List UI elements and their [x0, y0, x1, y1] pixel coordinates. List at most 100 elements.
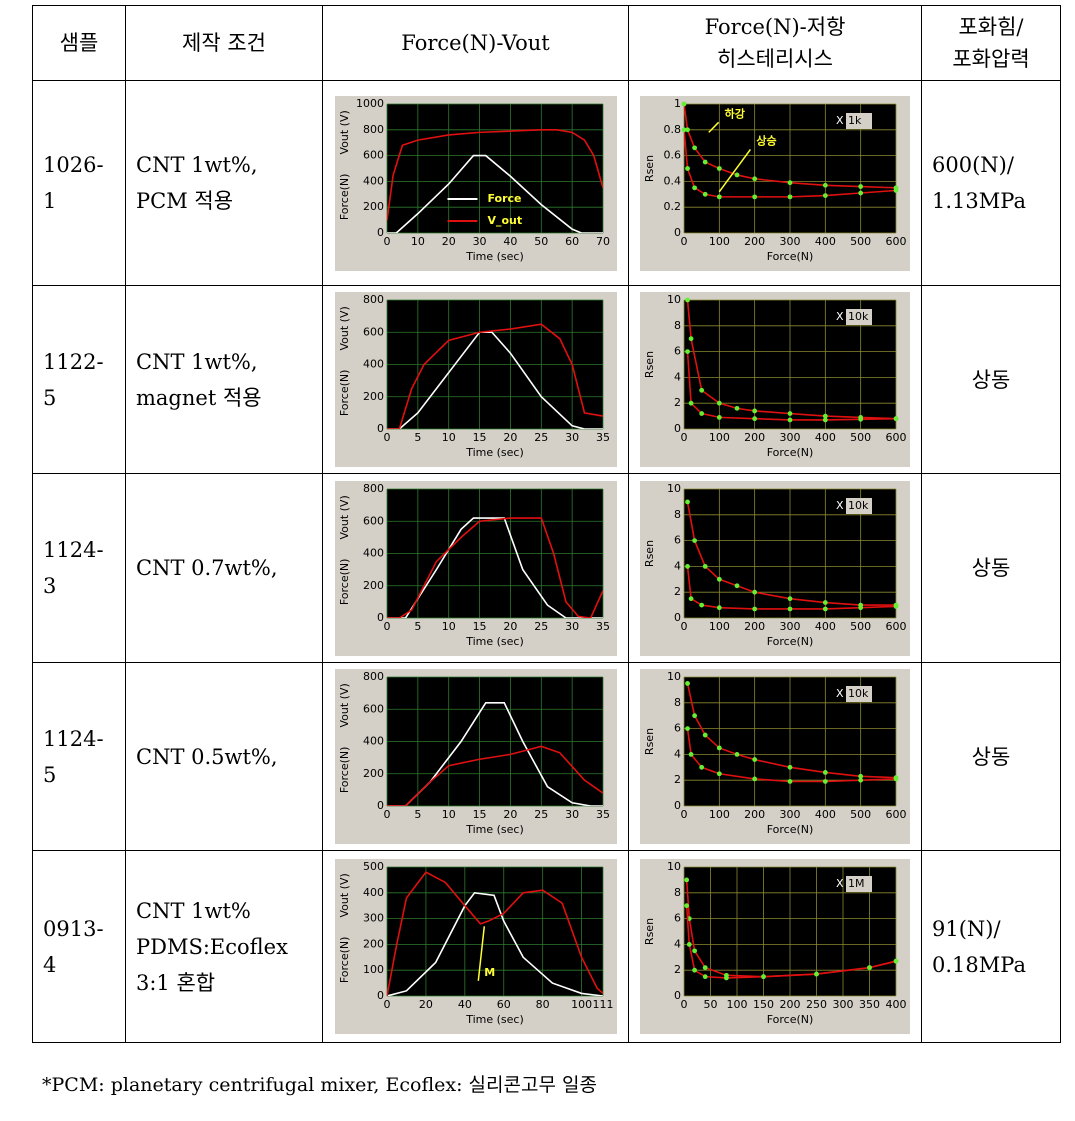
data-point — [752, 193, 758, 199]
y-tick-label: 0.2 — [664, 200, 682, 213]
x-tick-label: 50 — [534, 235, 548, 248]
chart: 0 100 200 300 400 500 600 0 0.2 0.4 0.6 0.8 1 Force(N… — [640, 95, 910, 271]
y-tick-label: 0.4 — [664, 174, 682, 187]
y-tick-label: 4 — [674, 370, 681, 383]
saturation-cell: 상동 — [921, 473, 1061, 663]
chart: 0 10 20 30 40 50 60 70 0 200 400 600 800 1000 Time (se… — [334, 95, 617, 271]
y-tick-label: 400 — [363, 174, 384, 187]
x-tick-label: 150 — [753, 998, 774, 1011]
x-tick-label: 80 — [535, 998, 549, 1011]
scale-value: 1k — [848, 114, 862, 127]
data-point — [752, 757, 758, 762]
cell-line: Force(N)-Vout — [401, 31, 550, 55]
y-axis-label: Force(N) — [338, 937, 351, 984]
data-point — [699, 387, 705, 393]
y-tick-label: 400 — [363, 886, 384, 899]
saturation-cell: 상동 — [921, 662, 1061, 851]
data-point — [699, 764, 705, 770]
data-point — [858, 777, 864, 783]
x-tick-label: 25 — [534, 431, 548, 444]
data-point — [822, 417, 828, 423]
cell-line: CNT 1wt%, — [136, 153, 258, 177]
cell-line: PDMS:Ecoflex — [136, 934, 288, 959]
condition-cell: CNT 0.5wt%, — [125, 662, 323, 851]
vout-chart-cell: 0 5 10 15 20 25 30 35 0 200 400 600 800 Time (sec) For… — [322, 285, 629, 474]
data-point — [752, 776, 758, 782]
data-point — [787, 764, 793, 770]
y-tick-label: 0 — [377, 611, 384, 624]
scale-box — [846, 309, 872, 325]
x-tick-label: 20 — [441, 235, 455, 248]
x-tick-label: 250 — [806, 998, 827, 1011]
condition-cell: CNT 1wt%, PCM 적용 — [125, 80, 323, 286]
x-tick-label: 25 — [534, 808, 548, 821]
y-tick-label: 6 — [674, 345, 681, 358]
y-tick-label: 0 — [674, 611, 681, 624]
scale-prefix: X — [836, 877, 844, 890]
cell-line: 5 — [43, 762, 57, 787]
data-point — [692, 967, 697, 973]
cell-line: 1.13MPa — [932, 189, 1026, 213]
x-tick-label: 20 — [503, 808, 517, 821]
data-point — [787, 411, 793, 416]
data-point — [702, 563, 708, 569]
series-line — [686, 501, 896, 606]
x-tick-label: 25 — [534, 620, 548, 633]
data-point — [692, 144, 697, 150]
y-tick-label: 0 — [377, 799, 384, 812]
x-tick-label: 5 — [414, 431, 421, 444]
y-axis-label: Rsen — [643, 154, 656, 181]
y-tick-label: 2 — [674, 585, 681, 598]
y-tick-label: 0 — [674, 989, 681, 1002]
header-cell: 샘플 — [32, 5, 126, 81]
data-point — [822, 606, 828, 611]
y-tick-label: 4 — [674, 937, 681, 950]
x-tick-label: 300 — [780, 620, 801, 633]
scale-box — [846, 112, 872, 129]
x-tick-label: 15 — [472, 620, 486, 633]
series-line — [686, 300, 896, 420]
y-tick-label: 10 — [667, 860, 681, 873]
data-point — [681, 126, 687, 132]
y-tick-label: 8 — [674, 507, 681, 520]
x-tick-label: 300 — [780, 431, 801, 444]
series-line — [386, 331, 603, 429]
x-tick-label: 35 — [596, 431, 610, 444]
cell-line: 1124- — [43, 726, 104, 751]
condition-cell: CNT 1wt%, magnet 적용 — [125, 285, 323, 474]
scale-value: 1M — [848, 877, 865, 890]
data-point — [685, 349, 690, 354]
hysteresis-chart-cell: 0 100 200 300 400 500 600 0 0.2 0.4 0.6 0.8 1 Force(N… — [628, 80, 922, 286]
vout-chart-cell: 0 20 40 60 80 100 111 0 100 200 300 400 500 Time (sec… — [322, 850, 629, 1043]
series-line — [386, 516, 603, 618]
data-point — [686, 942, 692, 947]
data-point — [716, 414, 722, 420]
x-tick-label: 300 — [780, 235, 801, 248]
x-tick-label: 100 — [709, 235, 730, 248]
vout-chart-cell: 0 10 20 30 40 50 60 70 0 200 400 600 800 1000 Time (se… — [322, 80, 629, 286]
data-point — [893, 187, 899, 193]
data-point — [893, 603, 899, 609]
data-point — [681, 101, 687, 106]
y-tick-label: 600 — [363, 325, 384, 338]
x-tick-label: 60 — [496, 998, 510, 1011]
header-row: 샘플 제작 조건 Force(N)-Vout Force(N)-저항 히스테리시스 포화힘… — [32, 5, 1061, 81]
hysteresis-chart-cell: 0 100 200 300 400 500 600 0 2 4 6 8 10 Force(N) Rsen X 1… — [628, 285, 922, 474]
data-point — [716, 400, 722, 406]
y-tick-label: 0 — [674, 799, 681, 812]
data-point — [724, 975, 729, 981]
x-tick-label: 500 — [850, 620, 871, 633]
data-point — [787, 779, 793, 784]
plot-area — [386, 103, 603, 233]
cell-line: 91(N)/ — [932, 916, 1001, 941]
x-tick-label: 50 — [704, 998, 718, 1011]
x-tick-label: 20 — [503, 431, 517, 444]
chart: 0 100 200 300 400 500 600 0 2 4 6 8 10 Force(N) Rsen X 1… — [640, 292, 910, 467]
cell-line: 4 — [43, 952, 57, 977]
y-tick-label: 8 — [674, 696, 681, 709]
data-point — [699, 602, 705, 607]
series-line — [386, 891, 603, 996]
x-tick-label: 0 — [681, 235, 688, 248]
cell-line: 상동 — [971, 367, 1011, 392]
